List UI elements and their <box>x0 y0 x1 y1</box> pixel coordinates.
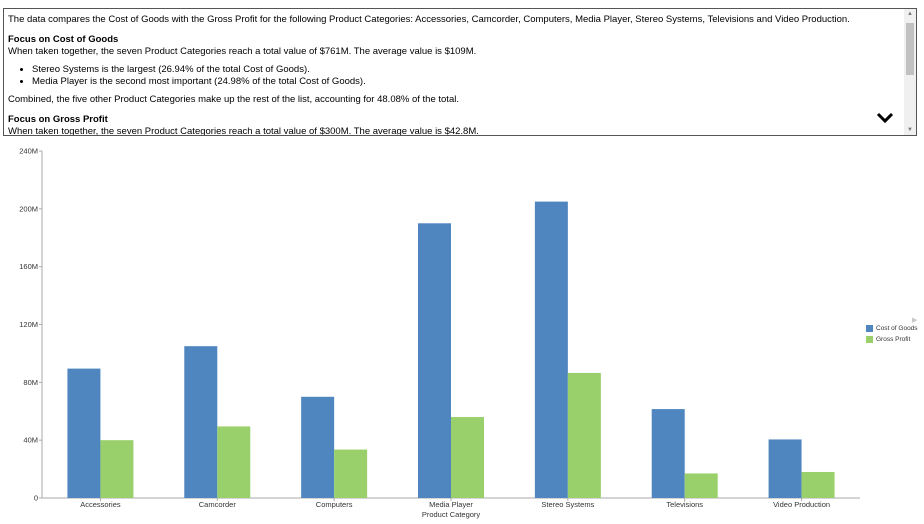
cost-heading: Focus on Cost of Goods <box>8 34 119 45</box>
cost-bullet: Media Player is the second most importan… <box>32 76 898 88</box>
cost-combined: Combined, the five other Product Categor… <box>8 94 459 105</box>
bar-cost-of-goods[interactable] <box>67 368 101 498</box>
bar-gross-profit[interactable] <box>684 473 718 498</box>
bar-cost-of-goods[interactable] <box>768 439 802 498</box>
bar-cost-of-goods[interactable] <box>534 201 568 498</box>
bar-cost-of-goods[interactable] <box>651 409 685 498</box>
x-tick-label: Accessories <box>80 500 121 509</box>
scroll-thumb[interactable] <box>906 23 914 75</box>
y-tick-label: 80M <box>23 378 38 387</box>
narrative-intro: The data compares the Cost of Goods with… <box>8 14 850 25</box>
y-tick-label: 0 <box>34 494 38 503</box>
y-tick-label: 40M <box>23 436 38 445</box>
bar-gross-profit[interactable] <box>217 426 251 498</box>
bar-cost-of-goods[interactable] <box>418 223 451 498</box>
bar-gross-profit[interactable] <box>451 417 484 498</box>
x-tick-label: Media Player <box>429 500 473 509</box>
bar-gross-profit[interactable] <box>334 449 368 498</box>
x-axis-title: Product Category <box>422 510 481 519</box>
scroll-up-arrow-icon[interactable]: ▲ <box>907 11 913 17</box>
legend-label: Gross Profit <box>876 336 911 344</box>
bar-gross-profit[interactable] <box>801 471 835 498</box>
cost-bullet-list: Stereo Systems is the largest (26.94% of… <box>8 64 898 88</box>
x-tick-label: Camcorder <box>199 500 237 509</box>
bar-gross-profit[interactable] <box>100 440 134 498</box>
narrative-scrollbar[interactable]: ▲ ▼ <box>904 9 916 135</box>
x-tick-label: Televisions <box>666 500 703 509</box>
legend-item-gross-profit[interactable]: Gross Profit <box>866 336 910 344</box>
y-tick-label: 120M <box>19 320 38 329</box>
legend-label: Cost of Goods <box>876 325 918 333</box>
chevron-down-icon[interactable] <box>876 111 894 125</box>
x-tick-label: Computers <box>316 500 353 509</box>
y-tick-label: 240M <box>19 147 38 156</box>
cost-summary: When taken together, the seven Product C… <box>8 46 477 57</box>
y-axis: 0 40M 80M 120M 160M 200M 240M <box>19 147 43 503</box>
profit-heading: Focus on Gross Profit <box>8 114 108 125</box>
legend-item-cost-of-goods[interactable]: Cost of Goods <box>866 325 918 333</box>
legend-swatch <box>866 336 873 343</box>
bar-cost-of-goods[interactable] <box>301 396 335 498</box>
x-tick-label: Stereo Systems <box>541 500 594 509</box>
bar-cost-of-goods[interactable] <box>184 346 218 498</box>
legend-scroll-arrow-icon[interactable]: ▶ <box>912 317 918 324</box>
x-tick-label: Video Production <box>773 500 830 509</box>
bar-chart: 0 40M 80M 120M 160M 200M 240M Accessories Camco… <box>19 147 860 519</box>
y-tick-label: 200M <box>19 204 38 213</box>
bar-gross-profit[interactable] <box>567 372 601 498</box>
profit-summary: When taken together, the seven Product C… <box>8 126 479 136</box>
cost-bullet: Stereo Systems is the largest (26.94% of… <box>32 64 898 76</box>
narrative-panel[interactable]: The data compares the Cost of Goods with… <box>3 8 917 136</box>
narrative-text: The data compares the Cost of Goods with… <box>8 14 898 136</box>
y-tick-label: 160M <box>19 262 38 271</box>
bars <box>67 201 835 498</box>
scroll-down-arrow-icon[interactable]: ▼ <box>907 127 913 133</box>
legend-swatch <box>866 325 873 332</box>
x-axis: Accessories Camcorder Computers Media Playe… <box>42 497 860 509</box>
